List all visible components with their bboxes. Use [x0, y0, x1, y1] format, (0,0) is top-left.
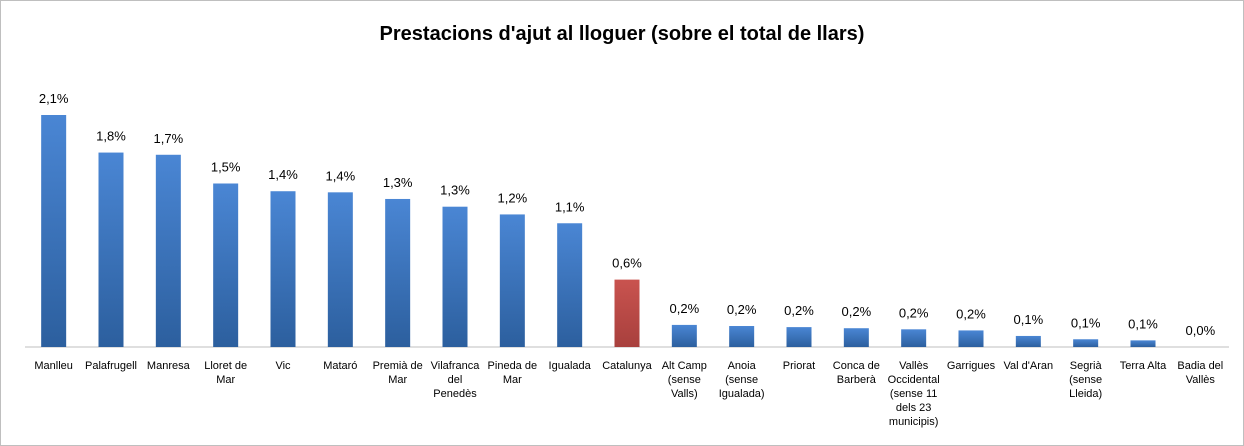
value-label: 1,5% [211, 159, 241, 174]
x-tick-label: Manlleu [34, 360, 73, 372]
bar [155, 154, 181, 347]
value-label: 0,2% [784, 303, 814, 318]
bar [557, 223, 583, 347]
bar [270, 191, 296, 347]
bar [442, 206, 468, 347]
bar [1073, 339, 1099, 347]
bar [1130, 340, 1156, 347]
x-tick-label: Anoia (sense Igualada) [718, 360, 765, 400]
x-tick-label: Igualada [548, 360, 591, 372]
value-label: 0,0% [1186, 323, 1216, 338]
bar [327, 192, 353, 347]
value-label: 0,2% [842, 304, 872, 319]
value-label: 2,1% [39, 91, 69, 106]
x-tick-label: Premià de Mar [372, 360, 423, 386]
x-tick-label: Terra Alta [1119, 360, 1167, 372]
value-label: 1,2% [498, 190, 528, 205]
x-tick-label: Catalunya [602, 360, 652, 372]
x-tick-label: Garrigues [946, 360, 996, 372]
bar [671, 324, 697, 347]
value-label: 0,1% [1071, 315, 1101, 330]
bar [385, 198, 411, 347]
value-label: 1,4% [326, 168, 356, 183]
bar [499, 214, 525, 347]
x-tick-label: Mataró [323, 360, 358, 372]
chart-title: Prestacions d'ajut al lloguer (sobre el … [379, 23, 865, 45]
value-label: 0,2% [727, 302, 757, 317]
bar [958, 330, 984, 347]
value-label: 1,4% [268, 167, 298, 182]
bar [843, 328, 869, 347]
x-tick-label: Badia del Vallès [1177, 360, 1224, 386]
bar [41, 115, 67, 347]
bar [213, 183, 239, 347]
bar [614, 279, 640, 347]
x-tick-label: Val d'Aran [1003, 360, 1054, 372]
value-label: 0,2% [956, 306, 986, 321]
x-tick-label: Pineda de Mar [487, 360, 538, 386]
x-tick-label: Segrià (sense Lleida) [1069, 360, 1103, 400]
x-tick-label: Vic [275, 360, 291, 372]
bar [786, 327, 812, 347]
value-label: 0,6% [612, 256, 642, 271]
value-label: 1,7% [154, 131, 184, 146]
value-label: 0,1% [1014, 312, 1044, 327]
value-label: 1,3% [440, 183, 470, 198]
x-tick-label: Palafrugell [85, 360, 137, 372]
value-label: 0,2% [899, 305, 929, 320]
value-label: 1,1% [555, 199, 585, 214]
value-label: 0,1% [1128, 316, 1158, 331]
x-tick-label: Priorat [782, 360, 816, 372]
x-tick-label: Lloret de Mar [204, 360, 248, 386]
value-label: 0,2% [670, 301, 700, 316]
x-tick-label: Conca de Barberà [832, 360, 880, 386]
bar [729, 326, 755, 347]
bar [901, 329, 927, 347]
x-tick-label: Alt Camp (sense Valls) [661, 360, 707, 400]
bar [98, 152, 124, 347]
x-tick-label: Manresa [146, 360, 190, 372]
value-label: 1,8% [96, 129, 126, 144]
value-label: 1,3% [383, 175, 413, 190]
x-tick-label: Vilafranca del Penedès [430, 360, 480, 400]
bar [1015, 335, 1041, 347]
x-tick-label: Vallès Occidental (sense 11 dels 23 muni… [887, 360, 940, 428]
